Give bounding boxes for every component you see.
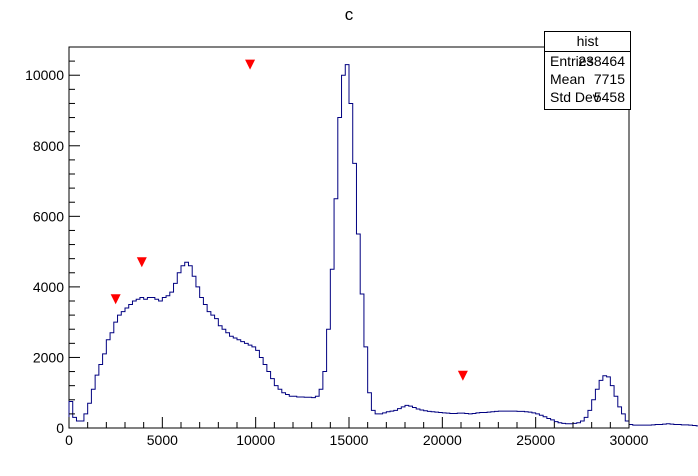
chart-title: c bbox=[344, 5, 354, 24]
stats-label: Entries bbox=[550, 53, 594, 69]
y-tick-label: 10000 bbox=[25, 67, 64, 83]
stats-row-mean: Mean 7715 bbox=[545, 70, 630, 88]
stats-title: hist bbox=[545, 32, 630, 52]
stats-value: 7715 bbox=[593, 71, 625, 87]
stats-label: Mean bbox=[550, 71, 586, 87]
y-tick-label: 2000 bbox=[33, 349, 64, 365]
stats-label: Std Dev bbox=[550, 89, 600, 105]
x-tick-label: 5000 bbox=[147, 432, 178, 448]
x-tick-label: 20000 bbox=[423, 432, 462, 448]
peak-marker bbox=[245, 59, 256, 70]
y-tick-label: 4000 bbox=[33, 279, 64, 295]
x-tick-label: 25000 bbox=[516, 432, 555, 448]
peak-marker bbox=[110, 294, 121, 305]
y-tick-label: 0 bbox=[56, 420, 64, 436]
x-tick-label: 0 bbox=[65, 432, 73, 448]
histogram-line bbox=[68, 64, 698, 428]
x-tick-label: 30000 bbox=[610, 432, 649, 448]
stats-box: hist Entries 238464 Mean 7715 Std Dev 54… bbox=[544, 31, 631, 110]
y-tick-label: 8000 bbox=[33, 138, 64, 154]
stats-row-stddev: Std Dev 5458 bbox=[545, 88, 630, 106]
stats-row-entries: Entries 238464 bbox=[545, 52, 630, 70]
peak-marker bbox=[136, 257, 147, 268]
stats-value: 238464 bbox=[578, 53, 625, 69]
x-tick-label: 15000 bbox=[330, 432, 369, 448]
stats-value: 5458 bbox=[593, 89, 625, 105]
peak-marker bbox=[457, 370, 468, 381]
y-tick-label: 6000 bbox=[33, 208, 64, 224]
x-tick-label: 10000 bbox=[236, 432, 275, 448]
